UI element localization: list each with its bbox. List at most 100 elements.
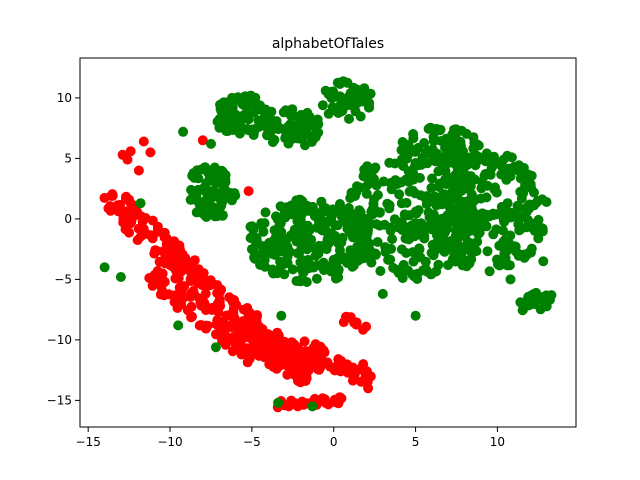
data-point bbox=[115, 199, 126, 210]
data-point bbox=[210, 178, 221, 189]
data-point bbox=[191, 190, 202, 201]
data-point bbox=[363, 383, 374, 394]
data-point bbox=[359, 235, 370, 246]
data-point bbox=[300, 350, 311, 360]
data-point bbox=[458, 146, 468, 157]
data-point bbox=[450, 159, 461, 170]
data-point bbox=[279, 207, 290, 217]
data-point bbox=[246, 244, 257, 255]
data-point bbox=[152, 266, 163, 276]
data-point bbox=[194, 320, 205, 331]
data-point bbox=[458, 220, 469, 231]
data-point bbox=[245, 221, 256, 232]
data-point bbox=[456, 125, 467, 136]
data-point bbox=[107, 190, 118, 201]
data-point bbox=[427, 173, 438, 184]
data-point bbox=[274, 238, 285, 249]
data-point bbox=[299, 336, 310, 347]
y-tick-label: −5 bbox=[54, 272, 72, 286]
data-point bbox=[345, 100, 355, 110]
data-point bbox=[521, 177, 532, 188]
data-point bbox=[521, 250, 532, 261]
data-point bbox=[319, 216, 330, 227]
data-point bbox=[472, 236, 483, 247]
data-point bbox=[441, 224, 452, 235]
data-point bbox=[490, 182, 500, 193]
data-point bbox=[387, 234, 398, 245]
y-tick-label: −15 bbox=[47, 393, 72, 407]
data-point bbox=[271, 211, 281, 222]
data-point bbox=[422, 266, 433, 277]
data-point bbox=[523, 169, 534, 180]
data-point bbox=[517, 305, 528, 316]
data-point bbox=[362, 228, 373, 238]
data-point bbox=[541, 197, 552, 207]
data-point bbox=[325, 260, 336, 271]
data-point bbox=[430, 156, 441, 167]
data-point bbox=[169, 236, 180, 247]
data-point bbox=[461, 228, 472, 239]
data-point bbox=[426, 182, 437, 193]
data-point bbox=[410, 310, 421, 321]
data-point bbox=[263, 124, 273, 135]
data-point bbox=[422, 158, 433, 169]
data-point bbox=[230, 190, 241, 201]
data-point bbox=[438, 189, 448, 200]
data-point bbox=[169, 297, 180, 307]
data-point bbox=[321, 206, 332, 217]
data-point bbox=[397, 225, 408, 236]
data-point bbox=[265, 115, 276, 126]
data-point bbox=[240, 91, 251, 102]
data-point bbox=[431, 200, 442, 211]
data-point bbox=[420, 256, 431, 267]
data-point bbox=[409, 230, 419, 241]
data-point bbox=[392, 177, 403, 187]
data-point bbox=[477, 208, 488, 219]
data-point bbox=[191, 274, 202, 285]
data-point bbox=[396, 198, 407, 209]
data-point bbox=[150, 245, 161, 256]
data-point bbox=[307, 401, 318, 412]
data-point bbox=[305, 260, 316, 271]
data-point bbox=[533, 233, 544, 244]
y-tick-label: 10 bbox=[57, 91, 72, 105]
data-point bbox=[145, 147, 156, 158]
data-point bbox=[398, 144, 409, 155]
data-point bbox=[303, 365, 314, 376]
data-point bbox=[462, 236, 473, 247]
data-point bbox=[105, 205, 116, 216]
data-point bbox=[428, 136, 439, 147]
data-point bbox=[186, 287, 197, 298]
data-point bbox=[210, 342, 221, 353]
y-axis-ticks: −15 −10 −5 0 5 10 bbox=[47, 91, 80, 407]
data-point bbox=[254, 121, 264, 132]
data-point bbox=[197, 135, 208, 146]
data-point bbox=[357, 85, 368, 96]
data-point bbox=[484, 266, 495, 277]
data-point bbox=[426, 123, 437, 134]
x-tick-label: −10 bbox=[157, 435, 182, 449]
data-points bbox=[99, 76, 557, 413]
data-point bbox=[207, 186, 218, 197]
data-point bbox=[310, 342, 321, 353]
data-point bbox=[194, 200, 205, 210]
data-point bbox=[467, 204, 478, 215]
data-point bbox=[259, 218, 270, 229]
data-point bbox=[511, 246, 522, 257]
data-point bbox=[349, 229, 360, 240]
data-point bbox=[505, 274, 516, 285]
data-point bbox=[308, 133, 319, 144]
y-tick-label: −10 bbox=[47, 333, 72, 347]
data-point bbox=[358, 324, 369, 335]
data-point bbox=[297, 196, 308, 207]
data-point bbox=[372, 190, 383, 200]
data-point bbox=[546, 290, 557, 301]
data-point bbox=[303, 202, 314, 213]
data-point bbox=[472, 140, 483, 151]
data-point bbox=[296, 237, 307, 248]
data-point bbox=[242, 124, 253, 134]
data-point bbox=[370, 248, 381, 259]
data-point bbox=[524, 199, 535, 210]
data-point bbox=[345, 208, 356, 219]
data-point bbox=[214, 294, 225, 305]
